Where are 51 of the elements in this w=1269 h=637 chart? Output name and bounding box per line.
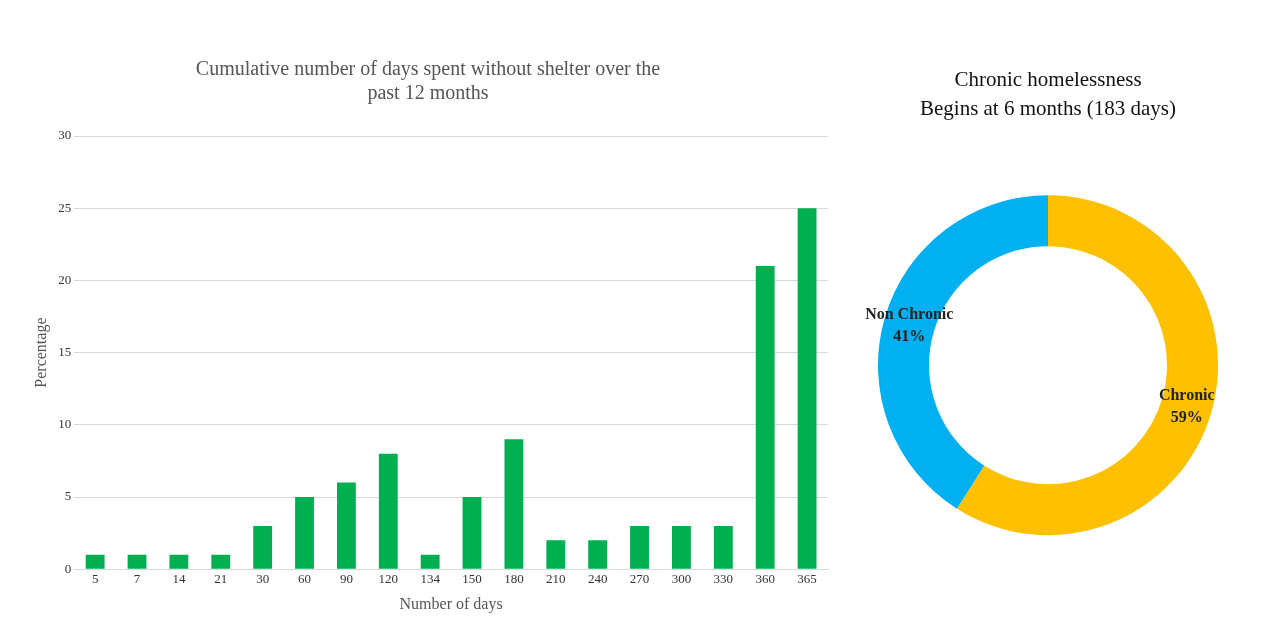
bar (797, 208, 817, 569)
chart-subtitle: Begins at 6 months (183 days) (919, 96, 1177, 121)
bar (336, 482, 356, 569)
y-tick-label: 0 (64, 560, 72, 576)
bar (672, 525, 691, 569)
data-label: 41% (893, 327, 926, 345)
x-tick-label: 30 (256, 571, 270, 587)
y-tick-label: 25 (58, 199, 72, 215)
x-tick-label: 120 (378, 571, 399, 587)
bar (588, 540, 608, 569)
bar (211, 554, 231, 569)
y-tick-label: 15 (58, 344, 72, 360)
y-tick-label: 30 (58, 127, 72, 143)
x-axis-title: Number of days (399, 594, 503, 613)
bar (169, 554, 189, 569)
bar (713, 525, 733, 569)
x-tick-label: 210 (546, 571, 566, 587)
y-tick-label: 20 (58, 271, 72, 287)
bar (630, 525, 649, 569)
x-tick-label: 240 (587, 571, 608, 587)
x-tick-label: 14 (172, 571, 186, 587)
bar (420, 554, 440, 569)
x-tick-label: 134 (420, 571, 441, 587)
x-tick-label: 150 (462, 571, 482, 587)
y-tick-label: 5 (64, 488, 72, 504)
chart-title: Chronic homelessness (954, 67, 1142, 92)
bar (546, 540, 566, 569)
bar (253, 525, 273, 569)
bar (755, 265, 775, 569)
data-label: 59% (1170, 407, 1203, 425)
bar (295, 497, 314, 569)
text: Cumulative number of days spent without shelter over the (195, 57, 661, 80)
x-tick-label: 60 (298, 571, 312, 587)
x-tick-label: 360 (755, 571, 775, 587)
bar (462, 497, 482, 569)
x-tick-label: 270 (629, 571, 650, 587)
x-tick-label: 21 (214, 571, 228, 587)
x-tick-label: 180 (504, 571, 524, 587)
x-tick-label: 365 (797, 571, 817, 587)
bar (127, 554, 147, 569)
text: past 12 months (367, 81, 489, 104)
x-tick-label: 330 (713, 571, 734, 587)
x-tick-label: 90 (339, 571, 353, 587)
bar (85, 554, 105, 569)
bar (378, 453, 398, 569)
x-tick-label: 7 (133, 571, 141, 587)
x-tick-label: 300 (671, 571, 692, 587)
y-tick-label: 10 (58, 416, 72, 432)
x-tick-label: 5 (91, 571, 99, 587)
y-axis-title: Percentage (31, 317, 50, 388)
bar (504, 439, 524, 569)
